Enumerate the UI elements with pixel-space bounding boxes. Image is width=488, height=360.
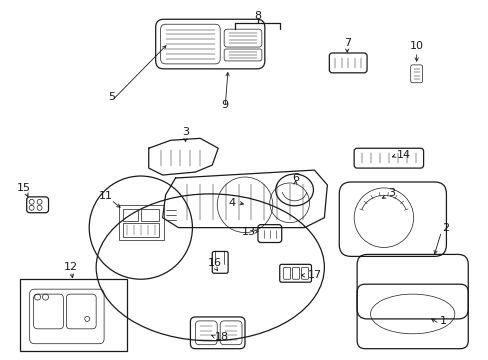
Text: 8: 8 [254,11,261,21]
Text: 16: 16 [208,258,222,268]
Bar [122,209,138,221]
Text: 5: 5 [108,92,115,102]
Text: 13: 13 [242,226,255,237]
Text: 17: 17 [307,270,321,280]
Text: 3: 3 [387,188,394,198]
Bar [122,223,158,237]
Text: 11: 11 [99,191,113,201]
Bar [20,279,127,351]
Text: 4: 4 [228,198,235,208]
Text: 9: 9 [221,100,228,109]
Text: 1: 1 [439,316,446,326]
Text: 14: 14 [396,150,410,160]
Text: 12: 12 [64,262,78,272]
Bar [141,209,158,221]
Bar [119,205,163,239]
Text: 15: 15 [17,183,31,193]
Text: 2: 2 [441,222,448,233]
Text: 6: 6 [291,173,299,183]
Text: 10: 10 [409,41,423,51]
Text: 7: 7 [343,38,350,48]
Text: 18: 18 [215,332,229,342]
Text: 3: 3 [182,127,188,138]
